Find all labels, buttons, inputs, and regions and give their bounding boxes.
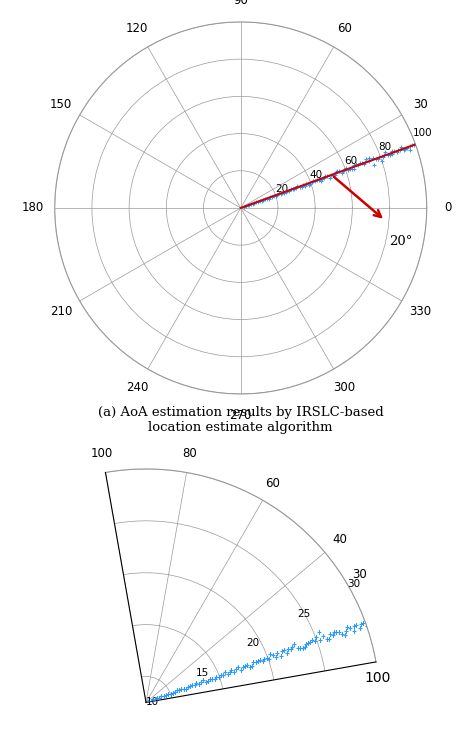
Text: 30: 30 (347, 579, 360, 589)
Text: 25: 25 (297, 608, 310, 619)
Text: 20: 20 (246, 638, 260, 649)
Text: 30: 30 (352, 568, 366, 581)
Text: 10: 10 (146, 698, 159, 707)
Text: (a) AoA estimation results by IRSLC-based
location estimate algorithm: (a) AoA estimation results by IRSLC-base… (98, 406, 384, 434)
Text: 20°: 20° (389, 236, 413, 248)
Text: 15: 15 (196, 668, 210, 678)
